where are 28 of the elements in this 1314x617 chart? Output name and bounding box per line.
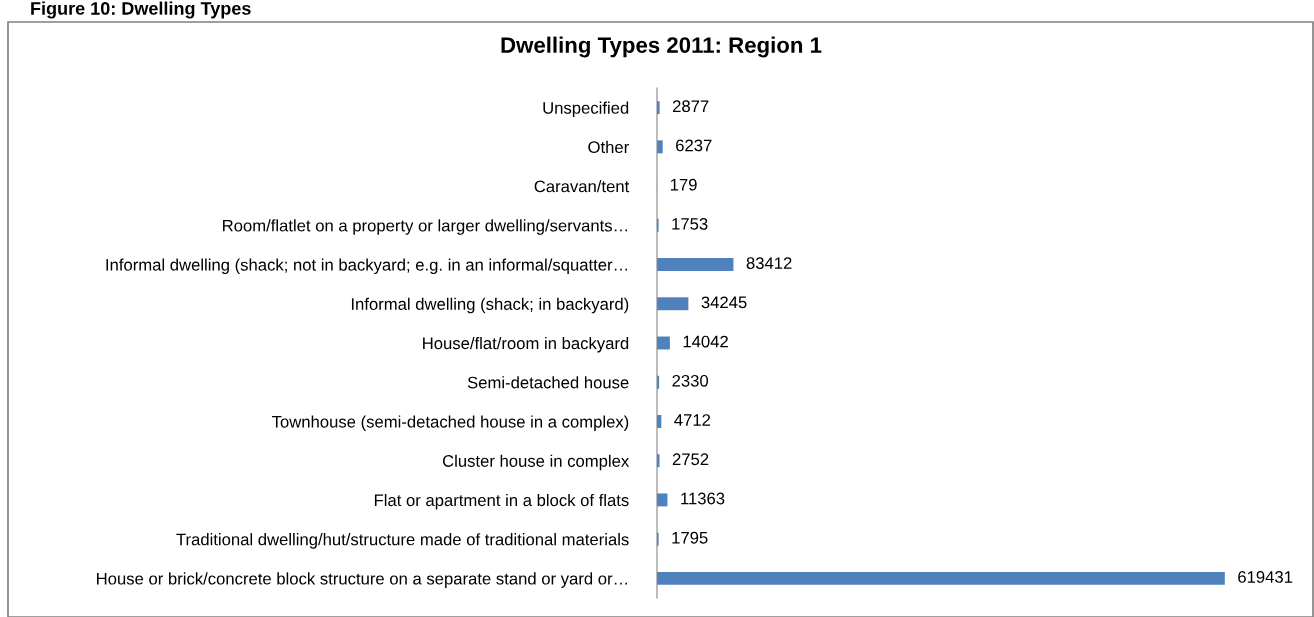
y-tick-label: Informal dwelling (shack; in backyard) xyxy=(351,297,629,314)
data-label: 2752 xyxy=(672,453,709,466)
data-label: 83412 xyxy=(746,257,792,270)
data-label: 34245 xyxy=(701,296,747,309)
data-label: 14042 xyxy=(683,335,728,348)
y-tick-label: Townhouse (semi-detached house in a complex) xyxy=(272,415,629,431)
caption: Figure 10: Dwelling Types xyxy=(31,1,251,19)
y-tick-label: Caravan/tent xyxy=(534,180,630,193)
y-tick-label: Traditional dwelling/hut/structure made of traditional materials xyxy=(176,533,629,549)
y-tick-label: Informal dwelling (shack; not in backyard; e.g. in an informal/squatter… xyxy=(106,258,627,275)
data-label: 619431 xyxy=(1238,571,1293,583)
data-label: 1795 xyxy=(672,531,708,544)
data-label: 1753 xyxy=(672,217,708,230)
y-tick-label: Room/flatlet on a property or larger dwelling/servants… xyxy=(223,219,627,235)
data-label: 11363 xyxy=(681,492,725,505)
y-tick-label: Unspecified xyxy=(543,101,629,118)
data-label: 179 xyxy=(670,178,697,191)
y-tick-label: Other xyxy=(588,140,629,154)
y-tick-label: House or brick/concrete block structure on a separate stand or yard or… xyxy=(97,572,627,588)
data-label: 6237 xyxy=(676,139,712,152)
data-label: 4712 xyxy=(674,414,711,426)
y-tick-label: House/flat/room in backyard xyxy=(423,336,629,353)
data-label: 2877 xyxy=(672,100,709,113)
y-tick-label: Flat or apartment in a block of flats xyxy=(374,493,629,510)
y-tick-label: Cluster house in complex xyxy=(442,454,630,471)
y-tick-label: Semi-detached house xyxy=(467,376,629,389)
data-label: 2330 xyxy=(672,374,709,387)
chart-title: Dwelling Types 2011: Region 1 xyxy=(501,36,822,58)
